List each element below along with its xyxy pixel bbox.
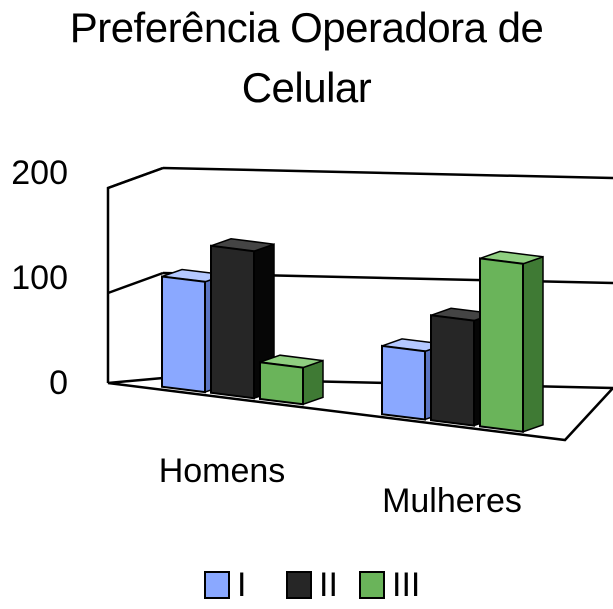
legend-label-II: II [319, 566, 338, 604]
bar-side-III-Mulheres [522, 255, 544, 433]
y-tick-label-200: 200 [11, 154, 68, 192]
bar-II-Homens [210, 244, 255, 400]
gridline-200 [162, 166, 613, 180]
chart-floor [107, 376, 613, 442]
chart-title-line-1: Preferência Operadora de [69, 4, 544, 51]
bar-III-Mulheres [479, 257, 524, 433]
y-tick-label-0: 0 [49, 364, 68, 402]
x-category-label-Mulheres: Mulheres [382, 482, 522, 520]
bar-III-Homens [259, 361, 304, 406]
gridline-side-100 [107, 271, 164, 295]
legend-label-III: III [392, 566, 420, 604]
bar-II-Mulheres [430, 314, 475, 427]
legend-swatch-I [204, 571, 230, 599]
bar-I-Mulheres [381, 344, 426, 421]
bar-I-Homens [161, 275, 206, 394]
y-tick-label-100: 100 [11, 259, 68, 297]
legend-swatch-III [359, 571, 385, 599]
legend-swatch-II [286, 571, 312, 599]
x-category-label-Homens: Homens [159, 452, 286, 490]
chart-title-line-2: Celular [241, 64, 372, 111]
gridline-side-200 [107, 166, 164, 190]
legend-label-I: I [237, 566, 246, 604]
